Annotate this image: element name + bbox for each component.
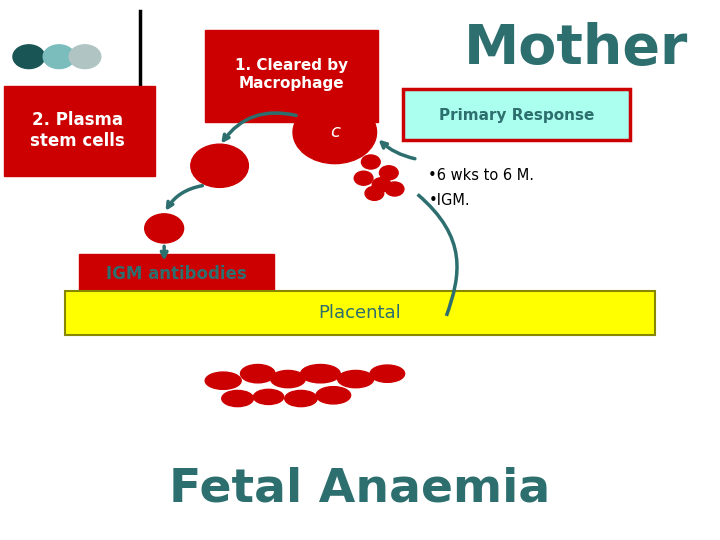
Circle shape [385,182,404,196]
Text: Mother: Mother [464,22,688,76]
Text: 2. Plasma
stem cells: 2. Plasma stem cells [30,111,125,150]
Circle shape [379,166,398,180]
Circle shape [354,171,373,185]
Ellipse shape [301,364,340,383]
Circle shape [372,178,391,192]
Text: IGM antibodies: IGM antibodies [106,265,247,283]
Text: 1. Cleared by
Macrophage: 1. Cleared by Macrophage [235,58,348,91]
FancyBboxPatch shape [65,291,655,335]
Ellipse shape [240,364,275,383]
Text: Fetal Anaemia: Fetal Anaemia [169,466,551,511]
Circle shape [13,45,45,69]
Circle shape [191,144,248,187]
Ellipse shape [338,370,374,388]
Text: Primary Response: Primary Response [439,107,595,123]
Circle shape [361,155,380,169]
FancyBboxPatch shape [4,86,155,176]
Ellipse shape [253,389,284,404]
Text: c: c [330,123,340,141]
Ellipse shape [316,387,351,404]
Circle shape [145,214,184,243]
Circle shape [365,186,384,200]
FancyBboxPatch shape [403,89,630,140]
Text: •6 wks to 6 M.: •6 wks to 6 M. [428,168,534,183]
Circle shape [293,101,377,164]
Ellipse shape [370,365,405,382]
FancyBboxPatch shape [205,30,378,122]
Text: •IGM.: •IGM. [428,193,470,208]
Circle shape [69,45,101,69]
Circle shape [43,45,75,69]
Ellipse shape [205,372,241,389]
FancyBboxPatch shape [79,254,274,294]
Ellipse shape [285,390,317,407]
Ellipse shape [222,390,253,407]
Text: Placental: Placental [319,303,401,322]
Ellipse shape [271,370,305,388]
